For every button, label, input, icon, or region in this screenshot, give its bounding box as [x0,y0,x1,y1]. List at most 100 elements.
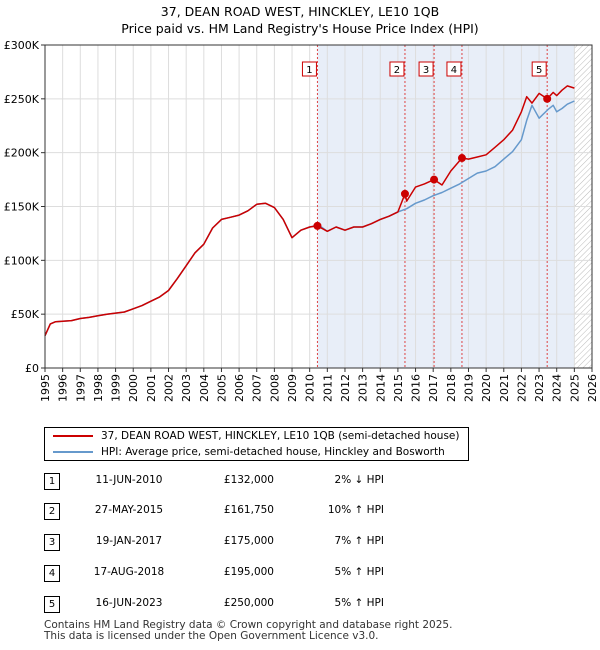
sale-number-label: 1 [306,65,312,76]
x-tick-label: 2022 [515,374,528,402]
transaction-hpi-diff: 5% ↑ HPI [334,597,384,609]
sale-number-box: 5 [531,61,547,77]
transaction-number-badge: 3 [44,534,60,551]
x-tick-label: 2024 [551,374,564,402]
x-tick-label: 2017 [427,374,440,402]
x-tick-label: 1997 [74,374,87,402]
sale-point [457,154,466,163]
x-tick-label: 2010 [304,374,317,402]
sale-number-label: 4 [451,65,457,76]
y-tick-label: £250K [4,93,40,106]
transaction-row: 5 16-JUN-2023 £250,000 5% ↑ HPI [44,596,464,613]
sale-number-box: 4 [446,61,462,77]
chart-subtitle: Price paid vs. HM Land Registry's House … [121,21,479,36]
transaction-price: £195,000 [223,566,274,578]
chart-title: 37, DEAN ROAD WEST, HINCKLEY, LE10 1QB [160,4,440,19]
transaction-date: 19-JAN-2017 [95,535,163,547]
sale-point [543,94,552,103]
x-tick-label: 2008 [268,374,281,402]
legend-label-hpi: HPI: Average price, semi-detached house,… [101,446,445,458]
sale-number-label: 3 [423,65,429,76]
x-tick-label: 2003 [180,374,193,402]
x-tick-label: 2006 [233,374,246,402]
x-tick-label: 1999 [110,374,123,402]
y-tick-label: £0 [25,362,39,375]
x-tick-label: 2016 [410,374,423,402]
sale-point [313,221,322,230]
transaction-price: £132,000 [223,474,274,486]
x-tick-label: 2013 [357,374,370,402]
x-tick-label: 2020 [480,374,493,402]
x-tick-label: 1995 [39,374,52,402]
transaction-row: 2 27-MAY-2015 £161,750 10% ↑ HPI [44,503,464,520]
legend-swatch-hpi [53,451,93,453]
sale-number-frame [301,61,317,77]
x-tick-label: 2007 [251,374,264,402]
sale-number-box: 1 [301,61,317,77]
sale-number-frame [531,61,547,77]
transaction-hpi-diff: 2% ↓ HPI [334,474,384,486]
y-tick-label: £300K [4,39,40,52]
price-chart: 1 2 3 4 5 £0 £50K £100K £150K £200K £250K £300K 199… [4,39,599,402]
legend-swatch-property [53,435,93,437]
x-tick-label: 2026 [586,374,599,402]
transaction-date: 11-JUN-2010 [95,474,163,486]
sale-number-box: 2 [389,61,405,77]
sale-number-frame [389,61,405,77]
sale-number-frame [418,61,434,77]
y-tick-label: £50K [11,308,40,321]
transaction-date: 17-AUG-2018 [93,566,165,578]
transaction-hpi-diff: 5% ↑ HPI [334,566,384,578]
y-tick-label: £150K [4,201,40,214]
x-tick-label: 2011 [321,374,334,402]
transaction-date: 16-JUN-2023 [95,597,163,609]
legend: 37, DEAN ROAD WEST, HINCKLEY, LE10 1QB (… [44,427,469,461]
sale-number-label: 2 [394,65,400,76]
sale-number-labels: 1 2 3 4 5 [301,61,547,77]
transaction-price: £161,750 [223,504,274,516]
x-tick-label: 1998 [92,374,105,402]
x-tick-label: 2021 [498,374,511,402]
transaction-price: £250,000 [223,597,274,609]
transaction-row: 3 19-JAN-2017 £175,000 7% ↑ HPI [44,534,464,551]
transaction-row: 1 11-JUN-2010 £132,000 2% ↓ HPI [44,473,464,490]
sale-point [430,175,439,184]
sale-number-frame [446,61,462,77]
sale-point [400,189,409,198]
sale-points [313,94,552,230]
footer: Contains HM Land Registry data © Crown c… [44,620,452,642]
sale-number-box: 3 [418,61,434,77]
transaction-date: 27-MAY-2015 [94,504,164,516]
series-line [44,85,575,337]
transaction-number-badge: 1 [44,473,60,490]
x-tick-label: 2002 [163,374,176,402]
x-tick-label: 2015 [392,374,405,402]
y-tick-label: £100K [4,254,40,267]
x-tick-label: 2018 [445,374,458,402]
legend-item-hpi: HPI: Average price, semi-detached house,… [53,444,445,460]
sale-number-label: 5 [536,65,542,76]
x-tick-label: 2014 [374,374,387,402]
transaction-hpi-diff: 10% ↑ HPI [327,504,384,516]
footer-licence: This data is licensed under the Open Gov… [44,630,379,642]
x-tick-label: 2009 [286,374,299,402]
transaction-hpi-diff: 7% ↑ HPI [334,535,384,547]
chart-title-block: 37, DEAN ROAD WEST, HINCKLEY, LE10 1QB P… [0,3,600,37]
transaction-number-badge: 2 [44,503,60,520]
x-tick-label: 2005 [215,374,228,402]
transaction-number-badge: 5 [44,596,60,613]
x-tick-label: 2023 [533,374,546,402]
legend-item-property: 37, DEAN ROAD WEST, HINCKLEY, LE10 1QB (… [53,428,459,444]
transaction-price: £175,000 [223,535,274,547]
x-tick-label: 2012 [339,374,352,402]
x-tick-label: 2001 [145,374,158,402]
x-tick-label: 2000 [127,374,140,402]
y-tick-label: £200K [4,147,40,160]
transaction-number-badge: 4 [44,565,60,582]
x-tick-label: 2019 [462,374,475,402]
legend-label-property: 37, DEAN ROAD WEST, HINCKLEY, LE10 1QB (… [101,430,460,442]
footer-copyright: Contains HM Land Registry data © Crown c… [44,619,453,631]
transaction-row: 4 17-AUG-2018 £195,000 5% ↑ HPI [44,565,464,582]
x-tick-label: 1996 [57,374,70,402]
